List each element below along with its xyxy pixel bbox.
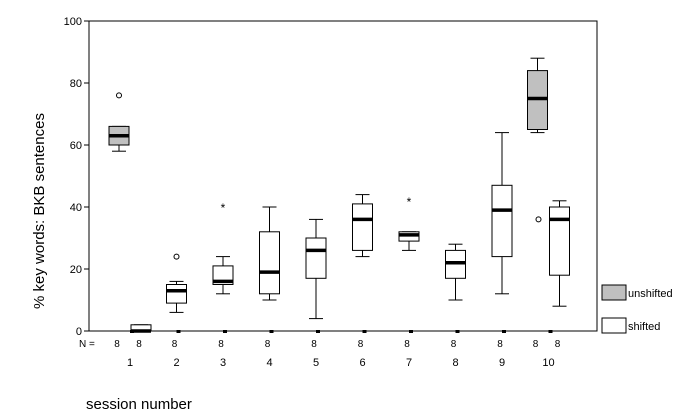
y-tick-label: 60	[70, 140, 82, 152]
legend-label-unshifted: unshifted	[628, 288, 673, 300]
box-shifted	[549, 206, 570, 276]
n-count: 8	[533, 339, 539, 350]
x-tick	[176, 330, 181, 333]
legend-label-shifted: shifted	[628, 321, 660, 333]
box-shifted	[259, 231, 280, 295]
x-tick	[409, 330, 413, 333]
category-label: 3	[220, 357, 226, 369]
category-label: 8	[452, 357, 458, 369]
outlier-star: *	[221, 201, 226, 215]
n-label: N =	[79, 339, 95, 350]
category-label: 10	[542, 357, 554, 369]
n-count: 8	[358, 339, 364, 350]
category-label: 5	[313, 357, 319, 369]
outlier-star: *	[407, 195, 412, 209]
n-count: 8	[497, 339, 503, 350]
x-axis-label: session number	[86, 396, 192, 413]
y-tick-label: 0	[76, 326, 82, 338]
y-tick-label: 100	[64, 16, 82, 28]
plot-frame	[88, 20, 598, 332]
legend-swatch-unshifted	[601, 284, 627, 301]
n-count: 8	[265, 339, 271, 350]
n-count: 8	[218, 339, 224, 350]
outlier-circle	[173, 253, 180, 260]
x-tick	[316, 330, 320, 333]
outlier-circle	[535, 216, 542, 223]
box-shifted	[305, 237, 327, 279]
x-tick	[269, 330, 274, 333]
y-tick-label: 40	[70, 202, 82, 214]
y-axis-label: % key words: BKB sentences	[31, 113, 48, 309]
box-shifted	[491, 184, 513, 258]
x-tick	[502, 330, 506, 333]
x-tick	[223, 330, 227, 333]
category-label: 7	[406, 357, 412, 369]
y-tick-label: 20	[70, 264, 82, 276]
n-count: 8	[114, 339, 120, 350]
category-label: 2	[173, 357, 179, 369]
n-count: 8	[311, 339, 317, 350]
category-label: 1	[127, 357, 133, 369]
n-count: 8	[555, 339, 561, 350]
n-count: 8	[404, 339, 410, 350]
x-tick	[455, 330, 460, 333]
x-tick	[548, 330, 553, 333]
legend-swatch-shifted	[601, 317, 627, 334]
n-count: 8	[172, 339, 178, 350]
category-label: 9	[499, 357, 505, 369]
y-tick-label: 80	[70, 78, 82, 90]
box-shifted	[352, 203, 373, 251]
box-shifted	[166, 284, 187, 304]
category-label: 4	[266, 357, 272, 369]
n-count: 8	[136, 339, 142, 350]
category-label: 6	[359, 357, 365, 369]
n-count: 8	[451, 339, 457, 350]
outlier-circle	[116, 92, 122, 99]
x-tick	[362, 330, 367, 333]
